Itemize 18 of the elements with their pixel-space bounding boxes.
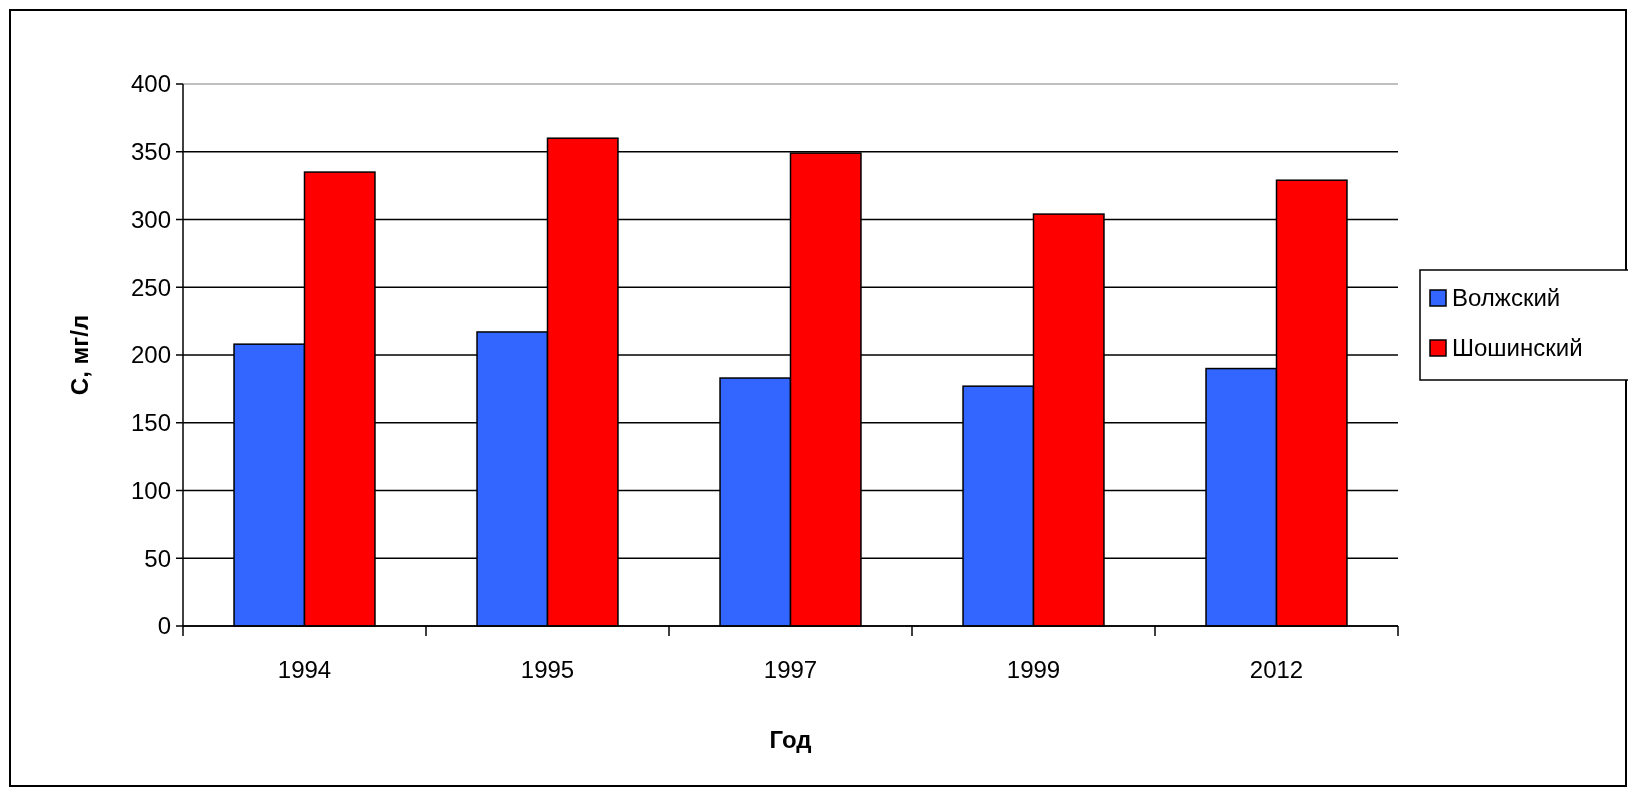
y-tick-label: 100 xyxy=(130,476,171,504)
x-tick-label: 1994 xyxy=(277,656,332,683)
x-tick-label: 1999 xyxy=(1006,656,1061,683)
x-tick-label: 1995 xyxy=(520,656,575,683)
y-tick-label: 400 xyxy=(130,70,171,98)
y-tick-label: 250 xyxy=(130,273,171,301)
y-tick-label: 350 xyxy=(130,138,171,166)
x-axis-title: Год xyxy=(769,726,812,753)
x-tick-label: 2012 xyxy=(1249,656,1304,683)
legend-label: Волжский xyxy=(1452,284,1561,312)
y-tick-label: 300 xyxy=(130,205,171,233)
y-tick-label: 150 xyxy=(130,409,171,437)
legend-label: Шошинский xyxy=(1452,334,1583,362)
x-tick-label: 1997 xyxy=(763,656,818,683)
y-tick-label: 50 xyxy=(144,544,171,572)
y-tick-label: 0 xyxy=(157,612,171,640)
y-axis-title: С, мг/л xyxy=(66,314,93,396)
y-tick-label: 200 xyxy=(130,341,171,369)
